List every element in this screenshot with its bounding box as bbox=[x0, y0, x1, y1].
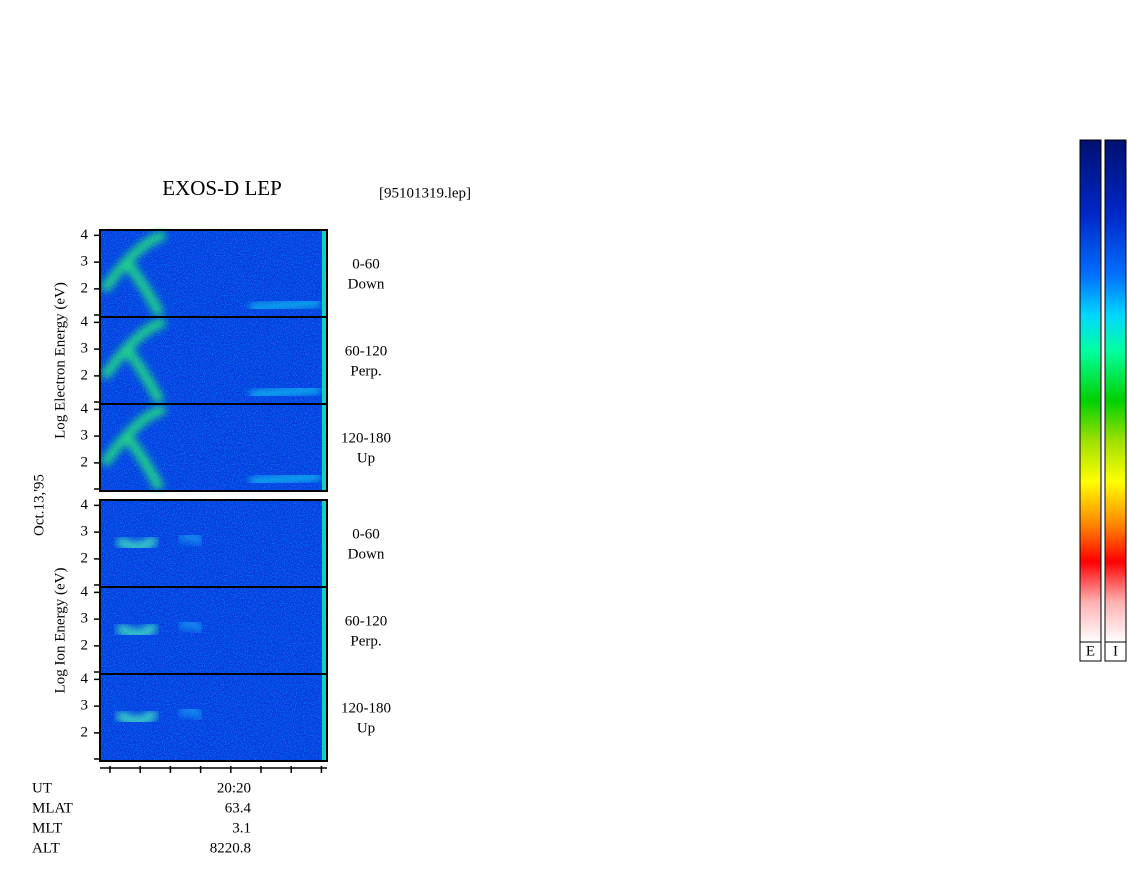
spectrogram-feature bbox=[115, 534, 159, 552]
spectrogram-feature bbox=[177, 705, 205, 721]
footer-value: 63.4 bbox=[225, 800, 252, 816]
y-tick-label: 4 bbox=[81, 314, 89, 330]
spectrogram-feature bbox=[115, 708, 159, 726]
colorbar-label-box bbox=[1104, 641, 1127, 662]
footer-value: 8220.8 bbox=[210, 840, 251, 856]
spectrogram-edge bbox=[322, 500, 326, 587]
footer-key: MLT bbox=[32, 820, 62, 836]
y-tick-label: 2 bbox=[81, 550, 89, 566]
y-tick-label: 4 bbox=[81, 671, 89, 687]
spectrogram-feature bbox=[99, 317, 167, 405]
spectrogram-feature bbox=[249, 471, 321, 487]
panel-label: Down bbox=[348, 276, 385, 292]
y-tick-label: 2 bbox=[81, 367, 89, 383]
panel-label: 0-60 bbox=[352, 526, 380, 542]
y-tick-label: 3 bbox=[81, 428, 89, 444]
panel-label: 60-120 bbox=[345, 343, 388, 359]
y-tick-label: 2 bbox=[81, 724, 89, 740]
panel-label: 120-180 bbox=[341, 430, 391, 446]
panel-label: Up bbox=[357, 720, 375, 736]
y-tick-label: 3 bbox=[81, 254, 89, 270]
y-tick-label: 3 bbox=[81, 698, 89, 714]
y-tick-label: 4 bbox=[81, 227, 89, 243]
panel-label: Perp. bbox=[350, 633, 381, 649]
panel-frame bbox=[99, 403, 328, 492]
y-tick-label: 4 bbox=[81, 401, 89, 417]
y-tick-label: 3 bbox=[81, 611, 89, 627]
date-label: Oct.13,'95 bbox=[31, 474, 47, 536]
y-tick-label: 3 bbox=[81, 524, 89, 540]
spectrogram-feature bbox=[99, 230, 167, 318]
colorbar bbox=[1104, 139, 1127, 643]
y-tick-label: 2 bbox=[81, 454, 89, 470]
spectrogram-feature bbox=[177, 618, 205, 634]
spectrogram-feature bbox=[177, 531, 205, 547]
spectrogram-feature bbox=[115, 621, 159, 639]
y-axis-label: Log Electron Energy (eV) bbox=[52, 282, 68, 439]
footer-key: ALT bbox=[32, 840, 60, 856]
footer-key: MLAT bbox=[32, 800, 73, 816]
spectrogram-edge bbox=[322, 587, 326, 674]
footer-key: UT bbox=[32, 780, 52, 796]
spectrogram-edge bbox=[322, 230, 326, 317]
colorbar-label-box bbox=[1079, 641, 1102, 662]
panel-label: 0-60 bbox=[352, 256, 380, 272]
colorbar bbox=[1079, 139, 1102, 643]
x-tick-label: 20:20 bbox=[217, 780, 251, 796]
spectrogram-edge bbox=[322, 674, 326, 761]
file-name: [95101319.lep] bbox=[379, 185, 471, 201]
panel-frame bbox=[99, 673, 328, 762]
panel-label: 120-180 bbox=[341, 700, 391, 716]
chart-title: EXOS-D LEP bbox=[162, 176, 282, 200]
colorbar-label: I bbox=[1113, 643, 1118, 659]
y-axis-label: Log Ion Energy (eV) bbox=[52, 568, 68, 694]
footer-value: 3.1 bbox=[232, 820, 251, 836]
panel-label: Perp. bbox=[350, 363, 381, 379]
spectrogram-feature bbox=[99, 404, 167, 492]
y-tick-label: 4 bbox=[81, 584, 89, 600]
y-tick-label: 2 bbox=[81, 280, 89, 296]
panel-label: 60-120 bbox=[345, 613, 388, 629]
y-tick-label: 3 bbox=[81, 341, 89, 357]
panel-label: Up bbox=[357, 450, 375, 466]
colorbar-label: E bbox=[1086, 643, 1095, 659]
panel-label: Down bbox=[348, 546, 385, 562]
spectrogram-feature bbox=[249, 297, 321, 313]
spectrogram-feature bbox=[249, 384, 321, 400]
spectrogram-edge bbox=[322, 404, 326, 491]
y-tick-label: 2 bbox=[81, 637, 89, 653]
y-tick-label: 4 bbox=[81, 497, 89, 513]
spectrogram-edge bbox=[322, 317, 326, 404]
